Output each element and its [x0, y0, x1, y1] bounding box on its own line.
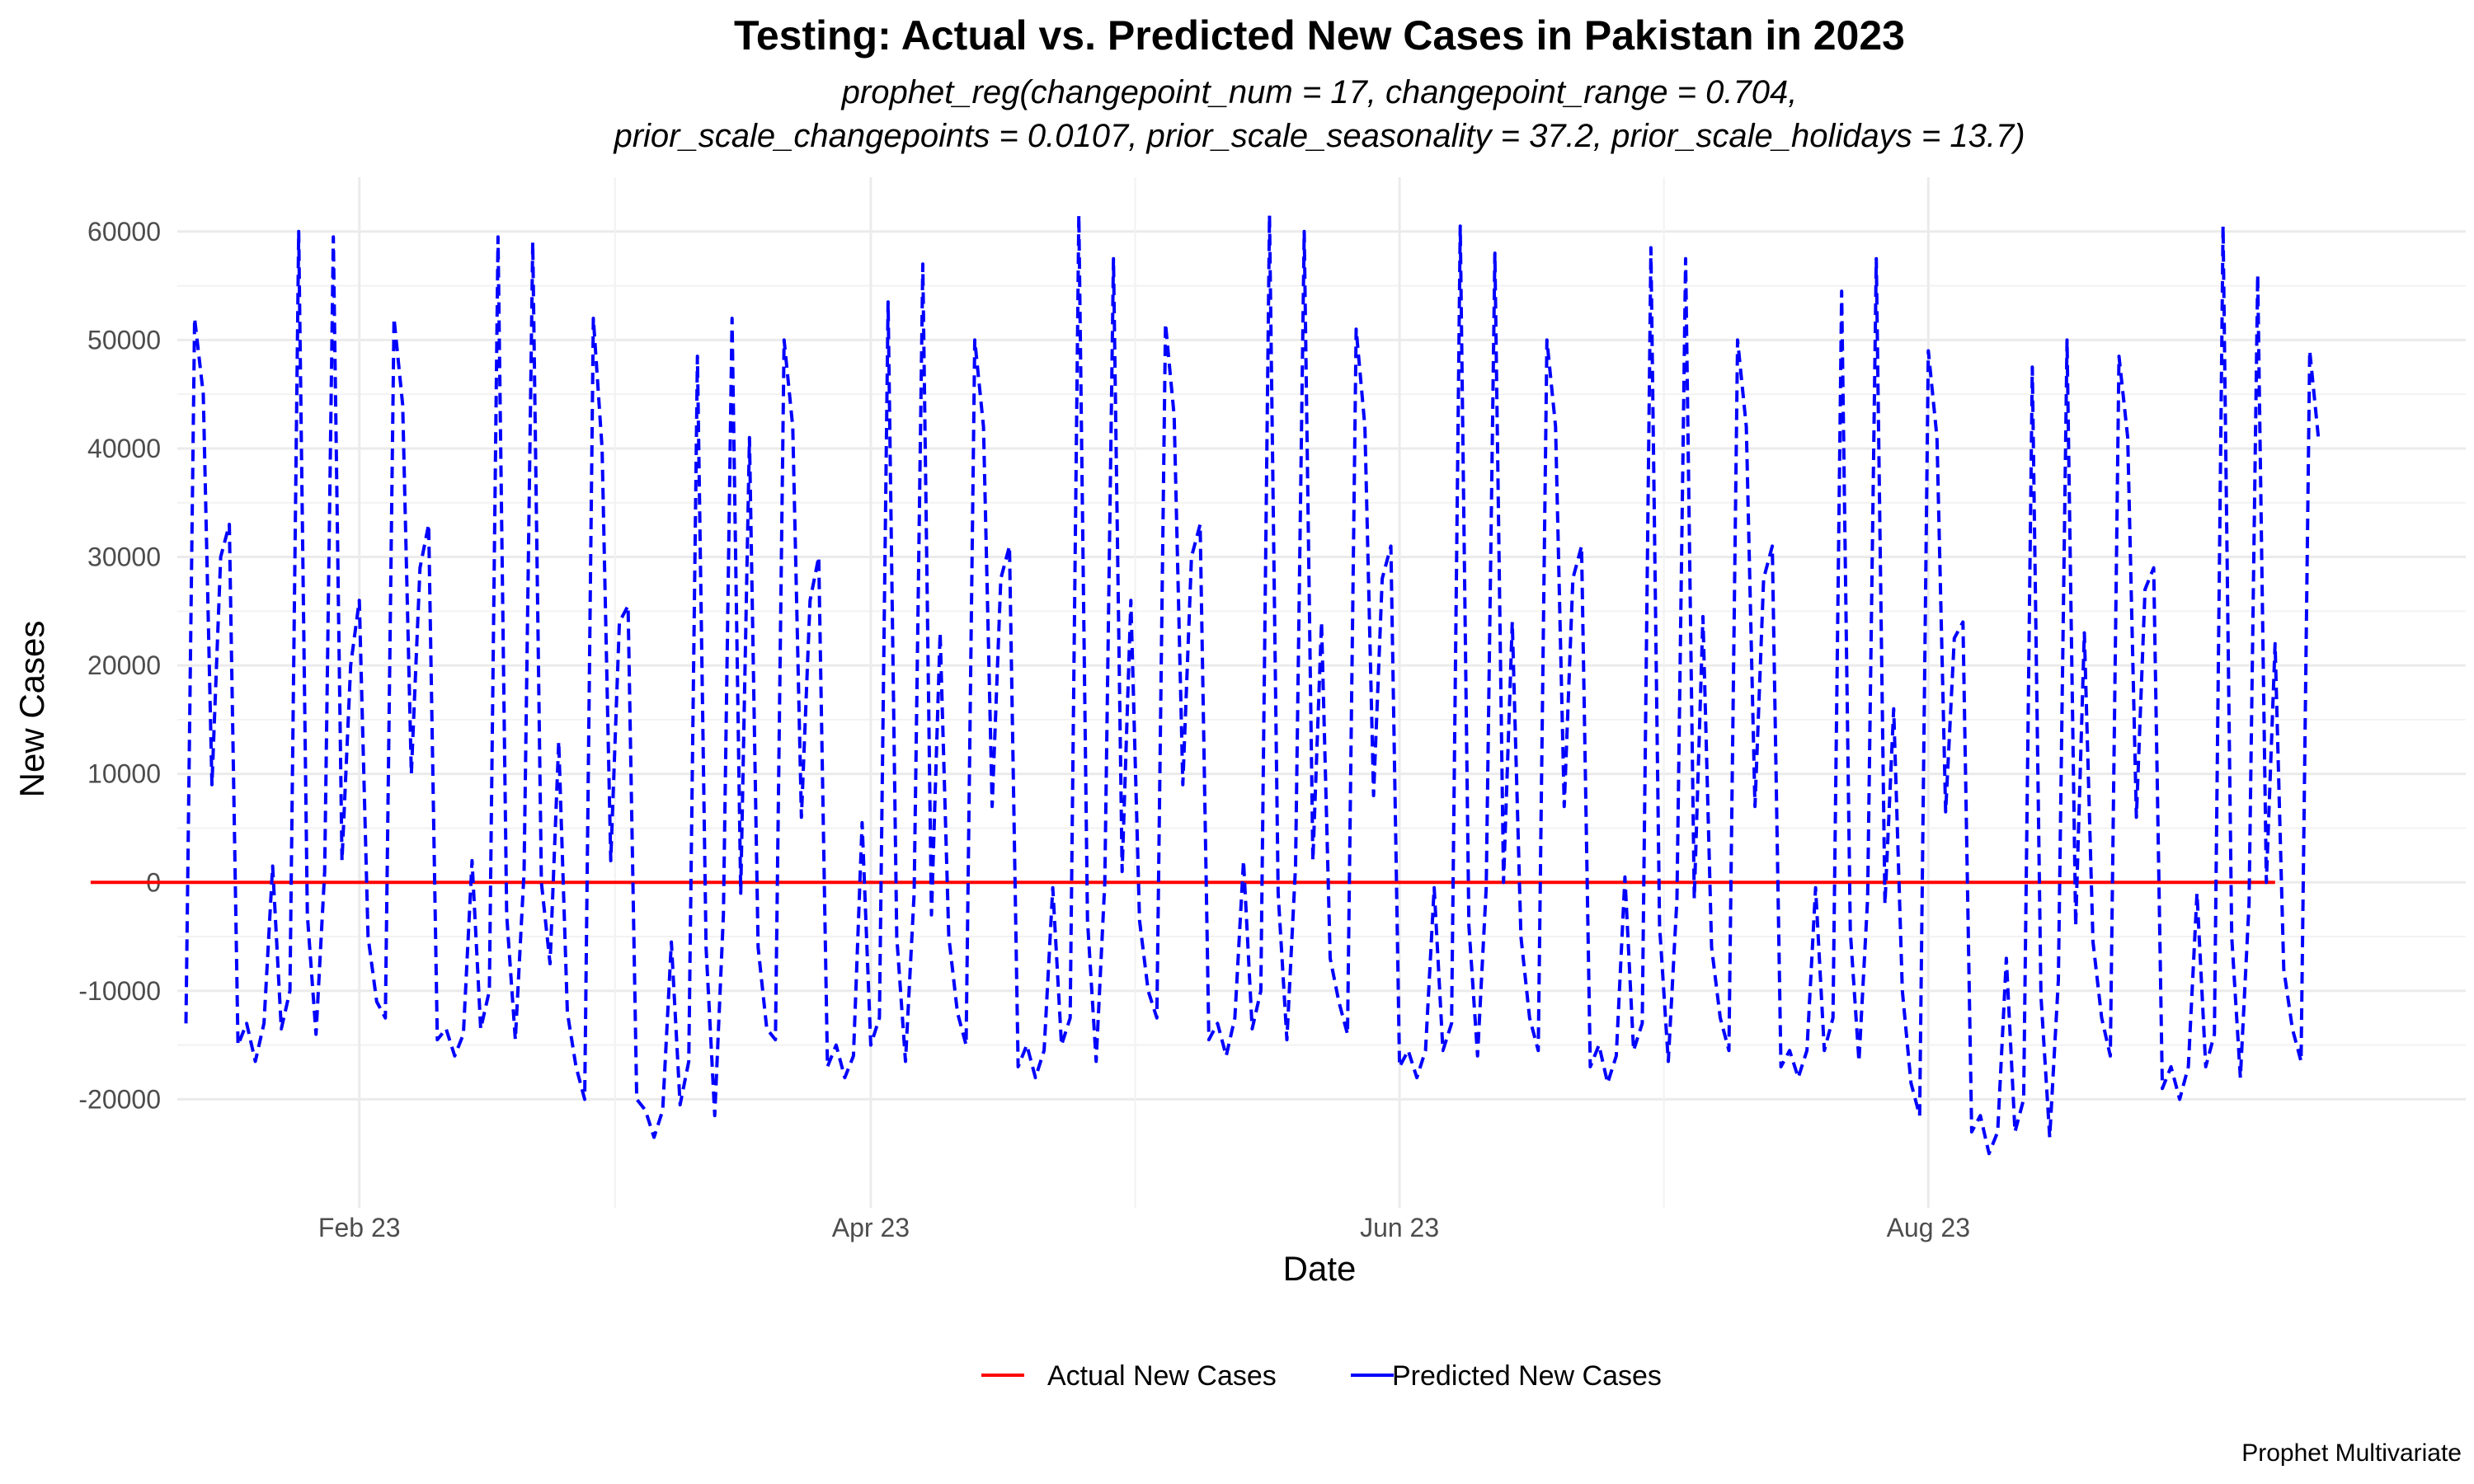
- y-tick-label: 60000: [87, 217, 161, 247]
- x-tick-label: Apr 23: [832, 1213, 910, 1242]
- y-tick-label: -10000: [78, 976, 161, 1006]
- x-tick-label: Feb 23: [318, 1213, 401, 1242]
- y-tick-label: 30000: [87, 542, 161, 572]
- legend-label-actual: Actual New Cases: [1047, 1360, 1277, 1392]
- chart-caption: Prophet Multivariate: [2241, 1439, 2462, 1467]
- chart-subtitle-line-1: prophet_reg(changepoint_num = 17, change…: [841, 74, 1798, 110]
- y-tick-label: -20000: [78, 1084, 161, 1114]
- y-tick-label: 10000: [87, 759, 161, 789]
- x-axis-title: Date: [1283, 1249, 1357, 1288]
- legend: Actual New Cases Predicted New Cases: [981, 1360, 1662, 1392]
- x-tick-label: Aug 23: [1887, 1213, 1970, 1242]
- x-tick-labels: Feb 23 Apr 23 Jun 23 Aug 23: [318, 1213, 1970, 1242]
- legend-label-predicted: Predicted New Cases: [1392, 1360, 1662, 1392]
- grid: [177, 177, 2466, 1208]
- chart-subtitle-line-2: prior_scale_changepoints = 0.0107, prior…: [613, 118, 2025, 154]
- y-tick-labels: -20000-100000100002000030000400005000060…: [78, 217, 161, 1115]
- series-lines: [90, 214, 2321, 1156]
- y-tick-label: 50000: [87, 325, 161, 355]
- x-tick-label: Jun 23: [1360, 1213, 1439, 1242]
- y-tick-label: 20000: [87, 650, 161, 680]
- series-line-predicted: [184, 214, 2321, 1156]
- y-axis-title: New Cases: [12, 621, 51, 798]
- chart-title: Testing: Actual vs. Predicted New Cases …: [734, 12, 1905, 59]
- y-tick-label: 40000: [87, 434, 161, 463]
